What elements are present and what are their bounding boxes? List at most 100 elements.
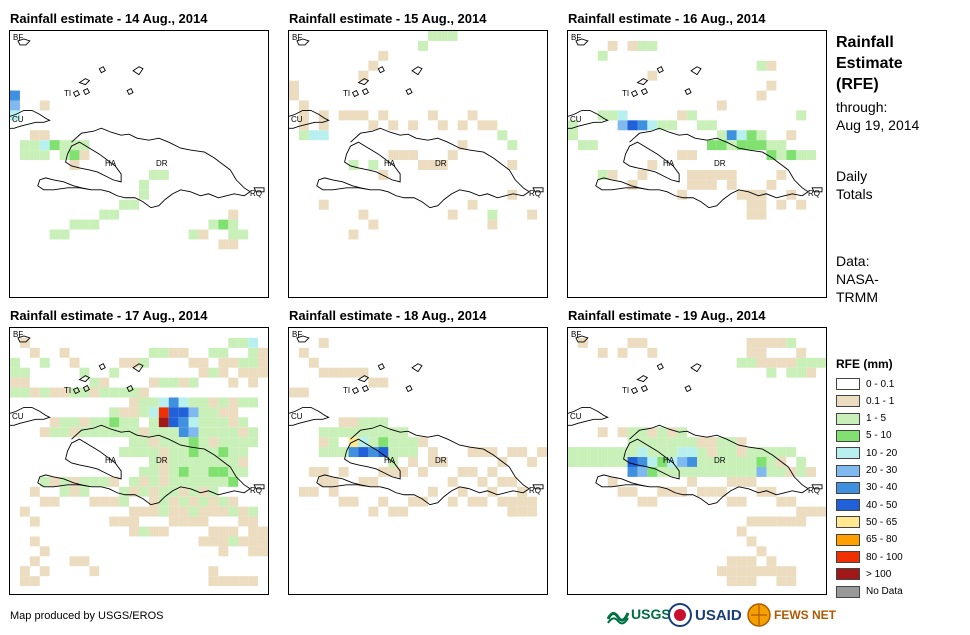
rainfall-cell xyxy=(447,31,458,41)
rainfall-cell xyxy=(49,140,60,151)
rainfall-cell xyxy=(477,496,488,507)
rainfall-cell xyxy=(716,486,727,497)
rainfall-cell xyxy=(587,447,598,458)
rainfall-cell xyxy=(228,209,239,220)
map-label-ti: TI xyxy=(622,386,630,395)
rainfall-cell xyxy=(687,447,697,458)
coastline xyxy=(568,406,609,426)
rainfall-cell xyxy=(228,239,239,250)
rainfall-cell xyxy=(647,466,658,477)
rainfall-cell xyxy=(697,466,707,477)
panel-title-15aug: Rainfall estimate - 15 Aug., 2014 xyxy=(289,11,487,26)
rainfall-cell xyxy=(388,506,399,517)
rainfall-cell xyxy=(39,566,50,577)
rainfall-cell xyxy=(29,130,40,141)
coastline xyxy=(656,363,664,371)
rainfall-cell xyxy=(19,337,30,348)
coastline xyxy=(10,109,51,129)
rainfall-cell xyxy=(507,160,518,170)
rainfall-cell xyxy=(607,40,618,51)
rainfall-cell xyxy=(716,437,727,448)
rainfall-map xyxy=(568,38,823,220)
rainfall-cell xyxy=(10,357,20,368)
rainfall-cell xyxy=(418,40,428,51)
rainfall-cell xyxy=(418,160,428,170)
rainfall-cell xyxy=(507,476,518,487)
rainfall-cell xyxy=(258,536,268,547)
rainfall-cell xyxy=(198,466,209,477)
rainfall-cell xyxy=(697,457,707,467)
rainfall-cell xyxy=(139,357,149,368)
rainfall-cell xyxy=(617,347,628,358)
rainfall-cell xyxy=(49,229,60,240)
legend-item: 10 - 20 xyxy=(836,446,897,460)
rainfall-cell xyxy=(228,357,239,368)
rainfall-cell xyxy=(776,576,787,587)
legend-label: 30 - 40 xyxy=(866,482,898,494)
rainfall-cell xyxy=(437,457,448,467)
rainfall-cell xyxy=(766,60,777,71)
rainfall-cell xyxy=(328,486,339,497)
rainfall-cell xyxy=(158,486,169,497)
rainfall-cell xyxy=(348,229,359,240)
rainfall-cell xyxy=(89,476,100,487)
rainfall-cell xyxy=(706,179,717,190)
rainfall-cell xyxy=(178,417,189,428)
coastline xyxy=(316,127,530,209)
rainfall-cell xyxy=(59,140,70,151)
rainfall-cell xyxy=(308,466,319,477)
rainfall-cell xyxy=(338,427,349,438)
rainfall-cell xyxy=(59,427,70,438)
rainfall-cell xyxy=(776,150,787,161)
rainfall-cell xyxy=(59,417,70,428)
rainfall-cell xyxy=(427,457,438,467)
coastline xyxy=(316,424,530,506)
rainfall-cell xyxy=(318,367,329,378)
rainfall-cell xyxy=(677,150,688,161)
rainfall-cell xyxy=(687,169,697,180)
rainfall-cell xyxy=(736,496,747,507)
rainfall-cell xyxy=(776,337,787,348)
legend-item: No Data xyxy=(836,585,903,599)
rainfall-cell xyxy=(29,140,40,151)
rainfall-cell xyxy=(786,150,797,161)
rainfall-cell xyxy=(607,457,618,467)
rainfall-cell xyxy=(437,31,448,41)
rainfall-cell xyxy=(19,150,30,161)
rainfall-cell xyxy=(408,120,418,131)
rainfall-cell xyxy=(178,447,189,458)
rainfall-cell xyxy=(298,387,309,398)
rainfall-cell xyxy=(39,546,50,557)
map-label-cu: CU xyxy=(12,115,24,124)
rainfall-cell xyxy=(328,367,339,378)
legend-item: 50 - 65 xyxy=(836,515,897,529)
rainfall-cell xyxy=(746,209,757,220)
rainfall-cell xyxy=(139,526,149,537)
rainfall-cell xyxy=(39,150,50,161)
rainfall-cell xyxy=(766,486,777,497)
rainfall-cell xyxy=(706,486,717,497)
rainfall-cell xyxy=(168,486,179,497)
rainfall-cell xyxy=(657,486,668,497)
rainfall-cell xyxy=(447,476,458,487)
legend-label: 40 - 50 xyxy=(866,499,898,511)
rainfall-cell xyxy=(517,447,528,458)
rainfall-cell xyxy=(756,546,767,557)
rainfall-cell xyxy=(79,417,90,428)
legend-label: 1 - 5 xyxy=(866,413,887,425)
rainfall-cell xyxy=(537,447,547,458)
rainfall-cell xyxy=(637,40,648,51)
rainfall-cell xyxy=(746,337,757,348)
rainfall-map xyxy=(289,335,547,517)
rainfall-cell xyxy=(348,160,359,170)
rainfall-cell xyxy=(248,526,259,537)
coastline xyxy=(98,363,106,371)
rainfall-cell xyxy=(49,417,60,428)
rainfall-cell xyxy=(786,189,797,200)
map-label-ha: HA xyxy=(384,456,396,465)
rainfall-cell xyxy=(776,199,787,210)
rainfall-cell xyxy=(716,457,727,467)
rainfall-cell xyxy=(69,427,80,438)
rainfall-cell xyxy=(398,447,409,458)
rainfall-cell xyxy=(19,387,30,398)
